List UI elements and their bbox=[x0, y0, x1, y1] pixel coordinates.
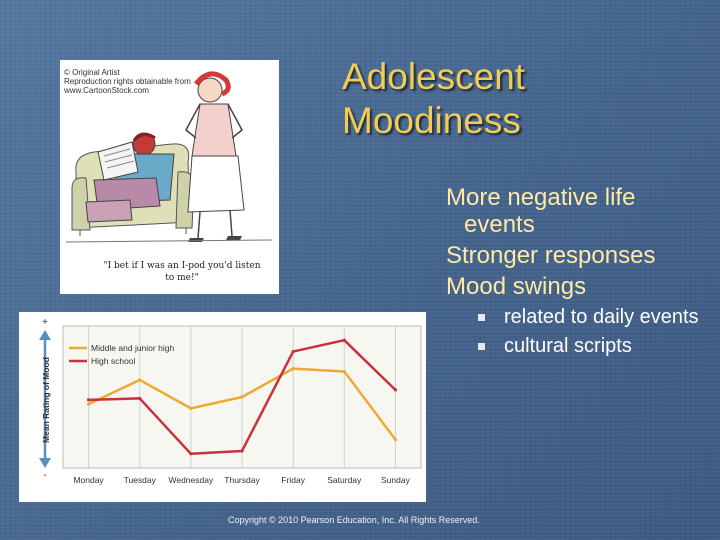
bullet-list: More negative life events Stronger respo… bbox=[446, 184, 706, 358]
series-0-point-2 bbox=[189, 406, 193, 410]
cartoon-credit: © Original Artist Reproduction rights ob… bbox=[64, 68, 194, 95]
x-tick-label-tuesday: Tuesday bbox=[124, 475, 157, 485]
series-0-point-1 bbox=[138, 378, 142, 382]
bullet-stronger-responses: Stronger responses bbox=[446, 242, 656, 269]
slide-title: Adolescent Moodiness bbox=[342, 55, 642, 143]
series-1-point-1 bbox=[138, 396, 142, 401]
y-axis-arrow-up bbox=[39, 330, 51, 340]
square-bullet-icon bbox=[478, 314, 485, 321]
x-tick-label-sunday: Sunday bbox=[381, 475, 411, 485]
series-0-point-6 bbox=[393, 438, 398, 442]
series-1-point-3 bbox=[240, 449, 244, 453]
cartoon-image: © Original Artist Reproduction rights ob… bbox=[60, 60, 279, 294]
cartoon-credit-line: Reproduction rights obtainable from bbox=[64, 77, 191, 86]
legend-label-1: High school bbox=[91, 356, 136, 366]
x-tick-label-monday: Monday bbox=[73, 475, 104, 485]
y-axis-plus: + bbox=[42, 317, 48, 328]
title-line: Adolescent bbox=[342, 56, 526, 97]
x-tick-label-friday: Friday bbox=[281, 475, 305, 485]
legend-label-0: Middle and junior high bbox=[91, 343, 174, 353]
x-tick-label-wednesday: Wednesday bbox=[168, 475, 213, 485]
x-tick-label-saturday: Saturday bbox=[327, 475, 362, 485]
cartoon-credit-line: www.CartoonStock.com bbox=[64, 86, 149, 95]
bullet-negative-events: More negative life events bbox=[446, 184, 636, 238]
y-axis-minus: - bbox=[43, 470, 46, 481]
series-0-point-3 bbox=[240, 395, 244, 399]
sub-bullet-cultural-scripts: cultural scripts bbox=[476, 335, 706, 358]
sub-bullet-text: related to daily events bbox=[504, 306, 699, 328]
sub-bullet-daily-events: related to daily events bbox=[476, 306, 706, 329]
series-1-point-5 bbox=[342, 338, 346, 342]
cartoon-credit-line: © Original Artist bbox=[64, 68, 120, 77]
series-1-point-4 bbox=[291, 349, 295, 354]
bullet-mood-swings: Mood swings bbox=[446, 273, 587, 300]
mood-chart-svg: + - Mean Rating of Mood Monday Tuesday Wednes… bbox=[39, 317, 422, 485]
series-0-point-0 bbox=[86, 402, 91, 406]
series-1-point-2 bbox=[189, 452, 193, 456]
series-0-point-5 bbox=[342, 369, 346, 374]
series-1-point-0 bbox=[86, 398, 91, 402]
y-axis-arrow-down bbox=[39, 458, 51, 468]
sub-bullet-text: cultural scripts bbox=[504, 335, 632, 357]
mood-chart: + - Mean Rating of Mood Monday Tuesday Wednes… bbox=[19, 312, 426, 502]
series-1-point-6 bbox=[393, 388, 398, 392]
square-bullet-icon bbox=[478, 343, 485, 350]
title-line: Moodiness bbox=[342, 100, 521, 141]
y-axis-label: Mean Rating of Mood bbox=[41, 357, 51, 443]
series-0-point-4 bbox=[291, 367, 295, 371]
copyright-text: Copyright © 2010 Pearson Education, Inc.… bbox=[228, 515, 480, 525]
cartoon-caption: "I bet if I was an I-pod you'd listen to… bbox=[103, 261, 261, 283]
cartoon-drawing bbox=[65, 71, 273, 243]
x-tick-label-thursday: Thursday bbox=[224, 475, 260, 485]
